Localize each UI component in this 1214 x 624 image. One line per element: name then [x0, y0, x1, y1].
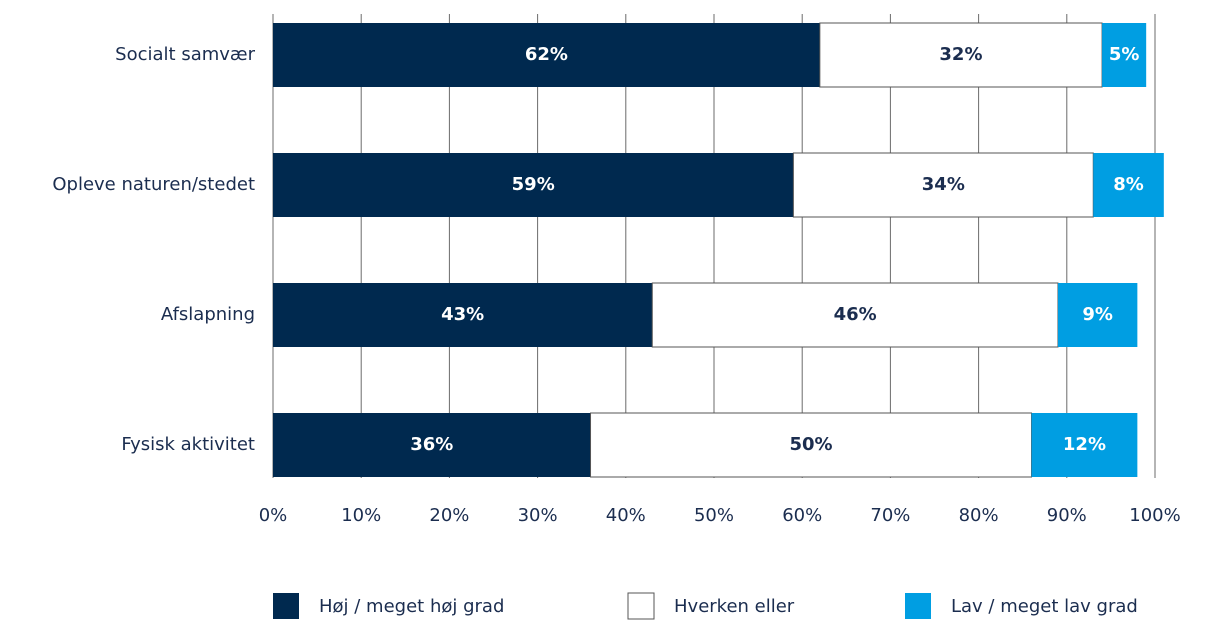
x-tick-label: 100% [1129, 505, 1180, 526]
y-tick-label: Socialt samvær [115, 44, 255, 65]
value-label: 34% [922, 174, 965, 195]
value-label: 43% [441, 304, 484, 325]
x-tick-label: 90% [1047, 505, 1087, 526]
value-label: 59% [512, 174, 555, 195]
x-tick-label: 80% [959, 505, 999, 526]
legend-label: Lav / meget lav grad [951, 596, 1138, 617]
legend-label: Høj / meget høj grad [319, 596, 504, 617]
x-tick-label: 60% [782, 505, 822, 526]
x-tick-label: 40% [606, 505, 646, 526]
x-tick-label: 0% [259, 505, 288, 526]
bar-segment [590, 412, 1033, 478]
bar-segment [273, 413, 591, 477]
bar-segment [273, 23, 820, 87]
x-tick-label: 30% [518, 505, 558, 526]
value-label: 8% [1113, 174, 1144, 195]
legend-swatch [273, 593, 299, 619]
legend-swatch [627, 592, 655, 620]
bar-segment [1102, 23, 1147, 87]
value-label: 50% [789, 434, 832, 455]
value-label: 9% [1082, 304, 1113, 325]
bar-segment [1093, 153, 1164, 217]
value-label: 36% [410, 434, 453, 455]
bar-segment [792, 152, 1094, 218]
bar-segment [1031, 413, 1138, 477]
bar-segment [273, 153, 794, 217]
bar-segment [1057, 283, 1138, 347]
value-label: 12% [1063, 434, 1106, 455]
x-tick-label: 20% [429, 505, 469, 526]
y-tick-label: Opleve naturen/stedet [52, 174, 255, 195]
y-tick-label: Afslapning [161, 304, 255, 325]
value-label: 46% [834, 304, 877, 325]
x-tick-label: 70% [870, 505, 910, 526]
bar-segment [273, 283, 653, 347]
bar-segment [651, 282, 1059, 348]
value-label: 5% [1109, 44, 1140, 65]
x-tick-label: 50% [694, 505, 734, 526]
legend-swatch [905, 593, 931, 619]
y-tick-label: Fysisk aktivitet [121, 434, 255, 455]
x-tick-label: 10% [341, 505, 381, 526]
legend-label: Hverken eller [674, 596, 795, 617]
value-label: 62% [525, 44, 568, 65]
value-label: 32% [939, 44, 982, 65]
